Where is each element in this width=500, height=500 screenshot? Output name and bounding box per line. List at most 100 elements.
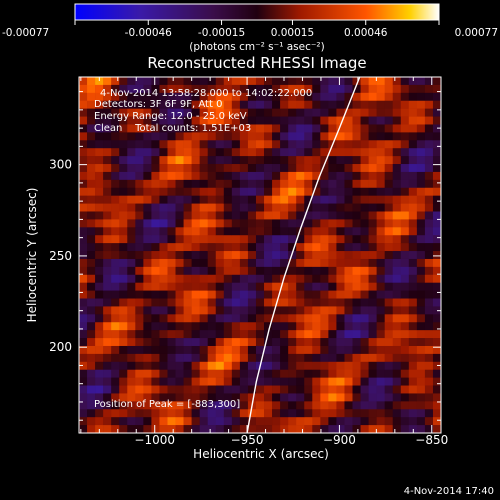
heatmap-cell xyxy=(416,345,426,355)
heatmap-cell xyxy=(288,282,297,291)
heatmap-cell xyxy=(304,274,313,283)
heatmap-cell xyxy=(223,132,233,141)
heatmap-cell xyxy=(360,393,369,402)
heatmap-cell xyxy=(143,417,152,426)
heatmap-cell xyxy=(272,203,281,212)
heatmap-cell xyxy=(288,385,297,394)
heatmap-cell xyxy=(352,353,361,363)
heatmap-cell xyxy=(79,179,88,189)
heatmap-cell xyxy=(223,108,233,117)
heatmap-cell xyxy=(175,219,184,228)
heatmap-cell xyxy=(376,156,385,165)
heatmap-cell xyxy=(255,345,265,355)
heatmap-cell xyxy=(264,219,273,228)
heatmap-cell xyxy=(223,385,233,394)
heatmap-cell xyxy=(288,235,297,244)
heatmap-cell xyxy=(247,353,257,363)
heatmap-cell xyxy=(272,243,281,252)
heatmap-cell xyxy=(175,116,184,125)
heatmap-cell xyxy=(255,219,265,228)
heatmap-cell xyxy=(127,401,136,410)
heatmap-cell xyxy=(416,306,426,315)
heatmap-cell xyxy=(199,156,209,165)
heatmap-cell xyxy=(280,211,289,220)
heatmap-cell xyxy=(352,171,361,181)
heatmap-cell xyxy=(432,345,441,355)
heatmap-cell xyxy=(360,187,369,196)
heatmap-cell xyxy=(87,84,96,94)
heatmap-cell xyxy=(408,266,418,276)
heatmap-cell xyxy=(408,100,418,109)
heatmap-cell xyxy=(79,148,88,157)
heatmap-cell xyxy=(296,132,305,141)
heatmap-cell xyxy=(424,290,434,299)
heatmap-cell xyxy=(384,156,394,165)
heatmap-cell xyxy=(215,322,225,331)
heatmap-cell xyxy=(103,156,112,165)
heatmap-cell xyxy=(119,77,128,86)
heatmap-cell xyxy=(424,353,434,363)
heatmap-cell xyxy=(191,266,200,276)
heatmap-cell xyxy=(183,243,192,252)
heatmap-cell xyxy=(247,314,257,323)
heatmap-cell xyxy=(191,345,200,355)
heatmap-cell xyxy=(159,417,168,426)
heatmap-cell xyxy=(135,290,144,299)
heatmap-cell xyxy=(280,140,289,149)
heatmap-cell xyxy=(183,353,192,363)
heatmap-cell xyxy=(183,84,192,94)
heatmap-cell xyxy=(119,417,128,426)
heatmap-cell xyxy=(119,409,128,418)
heatmap-cell xyxy=(111,164,120,173)
heatmap-cell xyxy=(432,401,441,410)
heatmap-cell xyxy=(95,353,104,363)
heatmap-cell xyxy=(328,179,337,189)
heatmap-cell xyxy=(264,306,273,315)
heatmap-cell xyxy=(392,251,402,260)
heatmap-cell xyxy=(344,266,353,276)
heatmap-cell xyxy=(199,211,209,220)
heatmap-cell xyxy=(231,235,241,244)
heatmap-cell xyxy=(175,77,184,86)
heatmap-cell xyxy=(264,116,273,125)
heatmap-cell xyxy=(127,116,136,125)
heatmap-cell xyxy=(272,84,281,94)
heatmap-cell xyxy=(392,314,402,323)
heatmap-cell xyxy=(207,116,217,125)
heatmap-cell xyxy=(191,132,200,141)
heatmap-cell xyxy=(103,385,112,394)
heatmap-cell xyxy=(424,401,434,410)
heatmap-cell xyxy=(159,211,168,220)
heatmap-cell xyxy=(312,401,321,410)
heatmap-cell xyxy=(408,211,418,220)
heatmap-cell xyxy=(207,203,217,212)
heatmap-cell xyxy=(79,77,88,86)
heatmap-cell xyxy=(175,298,184,307)
heatmap-cell xyxy=(199,298,209,307)
heatmap-cell xyxy=(87,314,96,323)
heatmap-cell xyxy=(432,84,441,94)
heatmap-cell xyxy=(408,116,418,125)
heatmap-cell xyxy=(272,116,281,125)
heatmap-cell xyxy=(231,314,241,323)
heatmap-cell xyxy=(296,266,305,276)
heatmap-cell xyxy=(320,92,329,102)
heatmap-cell xyxy=(223,369,233,378)
heatmap-cell xyxy=(304,361,313,371)
solar-limb-curve xyxy=(246,77,361,433)
heatmap-cell xyxy=(384,361,394,371)
heatmap-cell xyxy=(416,290,426,299)
heatmap-cell xyxy=(215,290,225,299)
heatmap-cell xyxy=(368,345,377,355)
heatmap-cell xyxy=(239,171,249,181)
heatmap-cell xyxy=(304,235,313,244)
heatmap-cell xyxy=(344,203,353,212)
heatmap-cell xyxy=(272,282,281,291)
heatmap-cell xyxy=(376,330,385,339)
heatmap-cell xyxy=(328,84,337,94)
heatmap-cell xyxy=(175,377,184,386)
heatmap-cell xyxy=(264,258,273,268)
heatmap-cell xyxy=(352,243,361,252)
heatmap-cell xyxy=(175,266,184,276)
heatmap-cell xyxy=(239,92,249,102)
